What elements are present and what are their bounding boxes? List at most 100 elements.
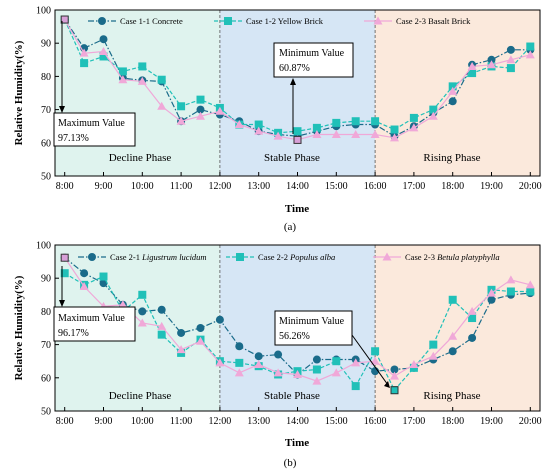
- point-b-3-5: [137, 318, 147, 327]
- x-tick-label-b-9: 17:00: [403, 416, 426, 427]
- point-a-2-5: [138, 62, 147, 71]
- point-b-1-23: [487, 295, 496, 304]
- min-annotation-a: Minimum Value 60.87%: [273, 42, 354, 134]
- legend-marker-a-3: [373, 16, 383, 25]
- max-annotation-b: Maximum Value 96.17%: [53, 266, 136, 342]
- x-tick-label-b-0: 8:00: [56, 416, 74, 427]
- point-a-3-9: [215, 106, 225, 115]
- point-a-3-6: [157, 101, 167, 110]
- point-a-1-3: [99, 35, 108, 44]
- phase-label-rising-a: Rising Phase: [423, 152, 480, 164]
- point-a-3-2: [79, 48, 89, 57]
- max-point-marker-b: [60, 253, 69, 262]
- point-a-1-23: [487, 55, 496, 64]
- x-tick-label-a-9: 17:00: [403, 181, 426, 192]
- min-annotation-b: Minimum Value 56.26%: [274, 310, 390, 388]
- phase-label-stable-a: Stable Phase: [264, 152, 320, 164]
- x-tick-label-b-1: 9:00: [95, 416, 113, 427]
- point-b-2-22: [468, 314, 477, 323]
- point-b-1-9: [215, 315, 224, 324]
- legend-marker-b-2: [236, 253, 244, 261]
- y-tick-label-a-4: 90: [41, 39, 51, 50]
- point-a-2-7: [177, 102, 186, 111]
- legend-b: Case 2-1 Ligustrum lucidum Case 2-2 Popu…: [78, 252, 500, 262]
- subfigure-label-b: (b): [284, 457, 297, 469]
- y-tick-label-b-5: 100: [36, 241, 51, 252]
- point-b-1-12: [274, 350, 283, 359]
- min-box-a: [273, 42, 354, 78]
- legend-item-a-3: Case 2-3 Basalt Brick: [364, 16, 471, 26]
- max-box-a: [53, 112, 136, 147]
- point-b-1-21: [448, 347, 457, 356]
- max-arrow-head-a: [59, 106, 65, 113]
- point-a-3-19: [409, 123, 419, 132]
- y-tick-label-b-0: 50: [41, 407, 51, 418]
- point-b-3-21: [448, 331, 458, 340]
- phase-band-a-2: [219, 10, 376, 176]
- max-point-marker-a: [60, 15, 69, 24]
- x-tick-label-a-4: 12:00: [209, 181, 232, 192]
- x-tick-label-b-2: 10:00: [131, 416, 154, 427]
- point-a-3-17: [370, 130, 380, 138]
- point-b-3-24: [506, 275, 516, 284]
- x-ticks-b: 8:00 9:00 10:00 11:00 12:00 13:00 14:00 15:00 16…: [56, 407, 542, 427]
- point-a-3-16: [351, 130, 361, 138]
- point-a-3-5: [137, 76, 147, 85]
- legend-text-b-3: Case 2-3 Betula platyphylla: [405, 252, 500, 262]
- point-b-1-2: [80, 269, 89, 278]
- point-b-3-14: [312, 376, 322, 385]
- point-a-2-6: [157, 75, 166, 84]
- point-a-1-8: [196, 105, 205, 114]
- x-tick-label-b-8: 16:00: [364, 416, 387, 427]
- point-a-2-25: [526, 42, 535, 51]
- point-a-3-18: [390, 133, 399, 142]
- point-b-3-10: [234, 368, 244, 377]
- point-b-3-18: [390, 371, 399, 380]
- point-a-3-23: [487, 60, 496, 69]
- x-tick-label-b-4: 12:00: [209, 416, 232, 427]
- phase-label-decline-b: Decline Phase: [109, 390, 172, 402]
- x-tick-label-a-8: 16:00: [364, 181, 387, 192]
- point-a-3-21: [448, 86, 458, 95]
- x-tick-label-b-11: 19:00: [480, 416, 503, 427]
- phase-label-stable-b: Stable Phase: [264, 390, 320, 402]
- subfigure-label-a: (a): [284, 221, 297, 233]
- point-a-3-8: [196, 111, 205, 120]
- y-tick-label-a-2: 70: [41, 105, 51, 116]
- point-b-2-24: [506, 287, 515, 296]
- point-b-2-5: [138, 290, 147, 299]
- point-a-1-21: [448, 97, 457, 106]
- point-b-2-1: [60, 269, 69, 278]
- x-tick-label-a-1: 9:00: [95, 181, 113, 192]
- legend-marker-a-2: [224, 17, 232, 25]
- point-a-3-25: [525, 50, 535, 59]
- point-a-3-24: [506, 55, 516, 64]
- point-a-2-13: [293, 127, 302, 136]
- point-b-2-25: [526, 287, 535, 296]
- point-b-2-21: [448, 295, 457, 304]
- min-box-b: [274, 310, 353, 346]
- legend-item-a-1: Case 1-1 Concrete: [88, 16, 183, 26]
- point-a-1-24: [506, 45, 515, 54]
- point-a-2-8: [196, 95, 205, 104]
- y-axis-label-a: Relative Humidity(%): [13, 40, 25, 145]
- legend-item-b-3: Case 2-3 Betula platyphylla: [373, 252, 500, 262]
- point-b-3-17: [370, 356, 380, 365]
- point-b-2-10: [235, 358, 244, 367]
- x-tick-label-a-3: 11:00: [170, 181, 192, 192]
- x-ticks-a: 8:00 9:00 10:00 11:00 12:00 13:00 14:00 15:00 16…: [56, 172, 542, 192]
- point-a-3-12: [273, 131, 283, 140]
- x-axis-label-a: Time: [285, 203, 309, 215]
- x-tick-label-a-7: 15:00: [325, 181, 348, 192]
- legend-item-a-2: Case 1-2 Yellow Brick: [214, 16, 324, 26]
- point-b-1-11: [254, 352, 263, 361]
- point-b-1-10: [235, 342, 244, 351]
- point-a-2-2: [80, 59, 89, 68]
- legend-text-b-2: Case 2-2 Populus alba: [258, 252, 335, 262]
- min-value-a: 60.87%: [279, 63, 310, 74]
- phase-label-rising-b: Rising Phase: [423, 390, 480, 402]
- legend-item-b-2: Case 2-2 Populus alba: [226, 252, 335, 262]
- point-b-2-15: [332, 357, 341, 366]
- max-value-a: 97.13%: [58, 133, 89, 144]
